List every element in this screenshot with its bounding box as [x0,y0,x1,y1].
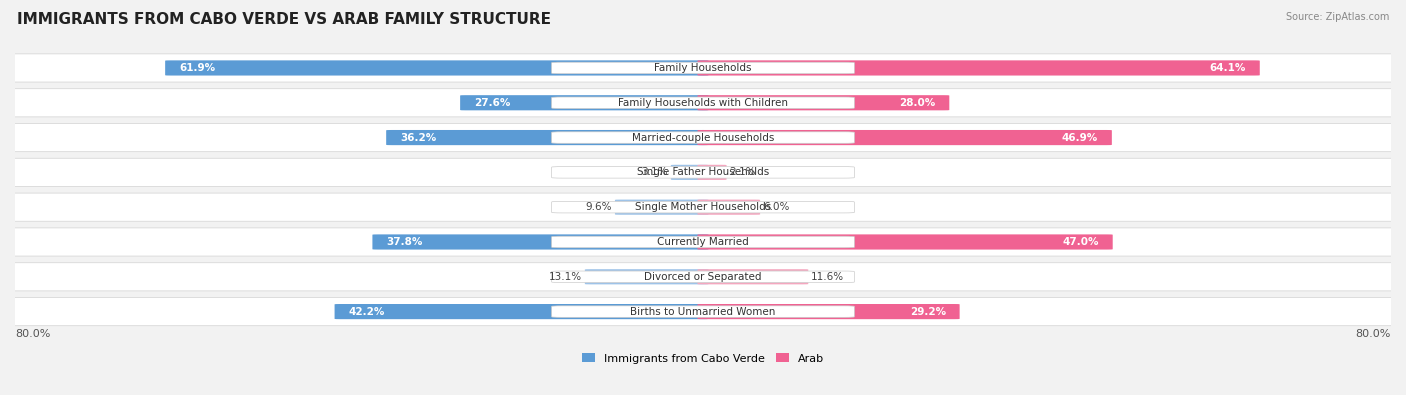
FancyBboxPatch shape [551,306,855,317]
Text: Births to Unmarried Women: Births to Unmarried Women [630,307,776,316]
FancyBboxPatch shape [551,62,855,74]
Text: 37.8%: 37.8% [387,237,423,247]
Text: Married-couple Households: Married-couple Households [631,133,775,143]
FancyBboxPatch shape [671,165,709,180]
FancyBboxPatch shape [551,132,855,143]
Text: 61.9%: 61.9% [179,63,215,73]
Text: 80.0%: 80.0% [1355,329,1391,339]
Legend: Immigrants from Cabo Verde, Arab: Immigrants from Cabo Verde, Arab [578,349,828,368]
Text: 6.0%: 6.0% [763,202,789,212]
Text: Currently Married: Currently Married [657,237,749,247]
Text: 36.2%: 36.2% [399,133,436,143]
FancyBboxPatch shape [460,95,709,110]
FancyBboxPatch shape [165,60,709,75]
Text: Source: ZipAtlas.com: Source: ZipAtlas.com [1285,12,1389,22]
FancyBboxPatch shape [4,263,1402,291]
Text: Family Households with Children: Family Households with Children [619,98,787,108]
FancyBboxPatch shape [4,124,1402,152]
FancyBboxPatch shape [551,201,855,213]
FancyBboxPatch shape [697,165,727,180]
Text: 64.1%: 64.1% [1209,63,1246,73]
FancyBboxPatch shape [614,199,709,215]
Text: 9.6%: 9.6% [586,202,612,212]
Text: 28.0%: 28.0% [900,98,935,108]
Text: 80.0%: 80.0% [15,329,51,339]
Text: 11.6%: 11.6% [811,272,844,282]
FancyBboxPatch shape [551,167,855,178]
FancyBboxPatch shape [4,297,1402,326]
Text: Divorced or Separated: Divorced or Separated [644,272,762,282]
FancyBboxPatch shape [4,54,1402,82]
Text: 29.2%: 29.2% [910,307,946,316]
FancyBboxPatch shape [335,304,709,319]
FancyBboxPatch shape [585,269,709,284]
FancyBboxPatch shape [387,130,709,145]
FancyBboxPatch shape [697,60,1260,75]
Text: 3.1%: 3.1% [641,167,668,177]
FancyBboxPatch shape [697,130,1112,145]
FancyBboxPatch shape [697,234,1112,250]
FancyBboxPatch shape [697,269,808,284]
FancyBboxPatch shape [4,88,1402,117]
FancyBboxPatch shape [551,236,855,248]
FancyBboxPatch shape [551,271,855,282]
Text: IMMIGRANTS FROM CABO VERDE VS ARAB FAMILY STRUCTURE: IMMIGRANTS FROM CABO VERDE VS ARAB FAMIL… [17,12,551,27]
Text: 2.1%: 2.1% [730,167,756,177]
FancyBboxPatch shape [697,199,761,215]
FancyBboxPatch shape [4,228,1402,256]
Text: 47.0%: 47.0% [1063,237,1099,247]
FancyBboxPatch shape [373,234,709,250]
FancyBboxPatch shape [697,304,960,319]
Text: 13.1%: 13.1% [548,272,582,282]
FancyBboxPatch shape [4,193,1402,221]
FancyBboxPatch shape [4,158,1402,186]
Text: Single Mother Households: Single Mother Households [636,202,770,212]
Text: 46.9%: 46.9% [1062,133,1098,143]
FancyBboxPatch shape [697,95,949,110]
Text: Family Households: Family Households [654,63,752,73]
Text: Single Father Households: Single Father Households [637,167,769,177]
Text: 27.6%: 27.6% [474,98,510,108]
Text: 42.2%: 42.2% [349,307,385,316]
FancyBboxPatch shape [551,97,855,109]
